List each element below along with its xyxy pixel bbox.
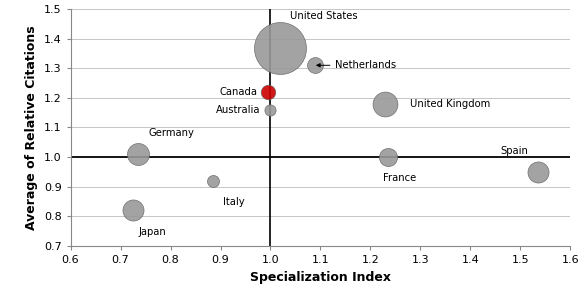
Text: Germany: Germany	[148, 128, 194, 138]
Point	[128, 208, 138, 213]
Point	[208, 178, 218, 183]
X-axis label: Specialization Index: Specialization Index	[250, 271, 391, 284]
Point	[381, 101, 390, 106]
Point	[133, 152, 143, 157]
Text: Canada: Canada	[220, 87, 258, 97]
Text: Italy: Italy	[223, 197, 245, 207]
Text: Australia: Australia	[216, 105, 260, 115]
Text: Spain: Spain	[500, 146, 528, 156]
Point	[266, 107, 275, 112]
Point	[263, 89, 273, 94]
Point	[311, 63, 320, 68]
Text: United Kingdom: United Kingdom	[410, 99, 490, 109]
Point	[383, 155, 393, 160]
Y-axis label: Average of Relative Citations: Average of Relative Citations	[25, 25, 38, 230]
Point	[276, 45, 285, 50]
Point	[533, 169, 543, 174]
Text: France: France	[383, 173, 416, 183]
Text: Japan: Japan	[138, 227, 166, 237]
Text: United States: United States	[290, 11, 358, 21]
Text: Netherlands: Netherlands	[317, 60, 396, 70]
